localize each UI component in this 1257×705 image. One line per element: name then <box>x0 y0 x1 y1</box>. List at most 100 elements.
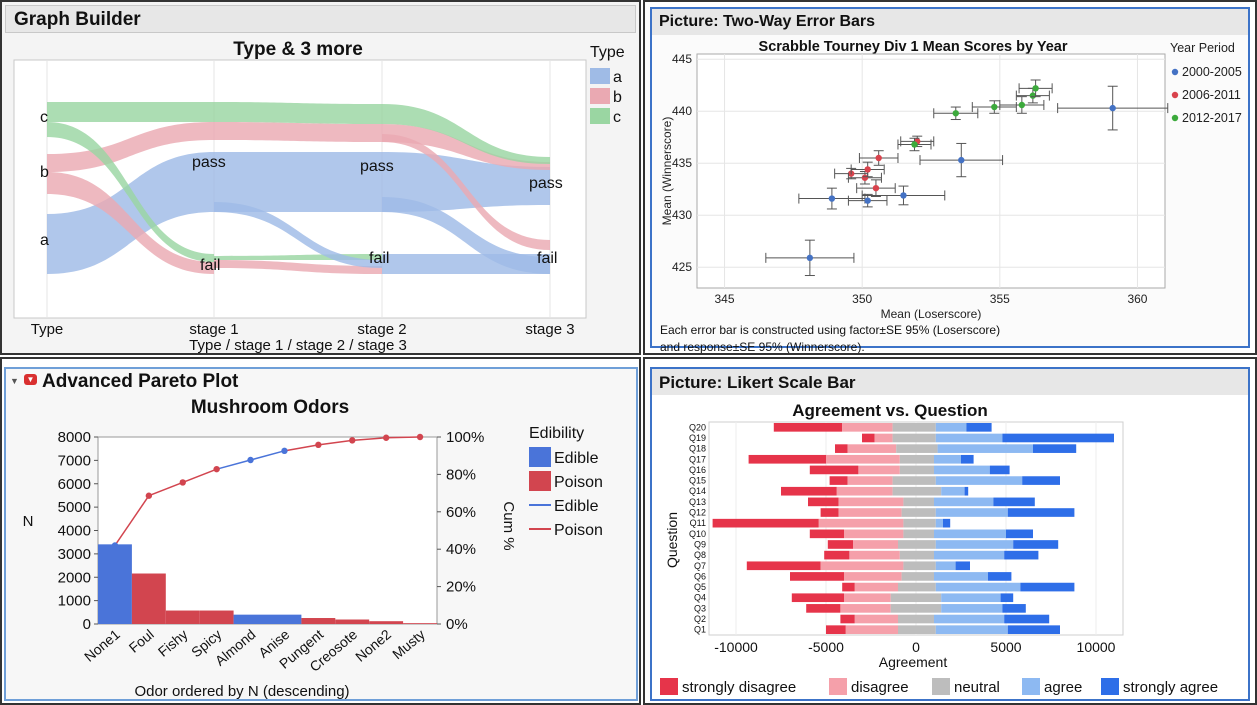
bar-segment-Q7 <box>903 561 936 571</box>
node-label-c: c <box>40 109 48 126</box>
stage-tick-label: stage 1 <box>189 321 238 338</box>
bar-segment-Q13 <box>808 497 839 507</box>
bar-segment-Q5 <box>1020 582 1075 592</box>
bar-segment-Q9 <box>935 540 1014 549</box>
bar-segment-Q12 <box>1007 508 1075 517</box>
bar-segment-Q2 <box>934 614 1005 624</box>
bar-segment-Q10 <box>809 529 844 539</box>
data-point-2012-2017 <box>952 110 959 117</box>
flow-fail-fail-3 <box>382 254 550 274</box>
cum-point-Foul <box>145 492 153 499</box>
bar-segment-Q7 <box>746 561 821 571</box>
cum-point-Almond <box>247 456 254 464</box>
y2-axis-label: Cum % <box>500 501 517 550</box>
bar-segment-Q16 <box>989 465 1010 475</box>
red-menu-icon[interactable]: ▼ <box>24 374 37 385</box>
y-tick-label: 445 <box>672 52 692 66</box>
panel-title: Graph Builder <box>14 9 141 30</box>
legend-label: disagree <box>851 679 909 696</box>
flow-c-pass-pass-3 <box>382 104 550 164</box>
bar-Creosote <box>335 619 370 624</box>
data-point-2000-2005 <box>1109 104 1116 112</box>
y-tick-label: Q20 <box>689 422 706 432</box>
data-point-2012-2017 <box>991 103 998 111</box>
x-tick-label: 350 <box>852 292 872 306</box>
bar-segment-Q12 <box>838 508 902 517</box>
cum-point-None1 <box>111 542 119 549</box>
data-point-2000-2005 <box>958 156 965 164</box>
bar-segment-Q12 <box>935 508 1008 517</box>
legend-label: agree <box>1044 679 1082 696</box>
data-point-2000-2005 <box>900 192 907 199</box>
y2-tick-label: 40% <box>446 541 476 558</box>
bar-segment-Q20 <box>966 423 992 432</box>
bar-segment-Q1 <box>898 625 936 634</box>
bar-segment-Q17 <box>899 454 934 464</box>
y-tick-label: 0 <box>83 616 91 633</box>
bar-segment-Q6 <box>988 572 1012 581</box>
y-tick-label: 7000 <box>58 452 91 469</box>
y-tick-label: 2000 <box>58 569 91 586</box>
bar-segment-Q8 <box>1004 550 1039 560</box>
cum-line-segment <box>148 481 184 497</box>
data-point-2000-2005 <box>864 197 871 204</box>
flow-a-to-pass <box>47 152 214 274</box>
legend-title: Year Period <box>1170 41 1235 55</box>
cum-line-segment <box>318 439 353 446</box>
bar-None2 <box>369 621 404 624</box>
bar-segment-Q8 <box>824 550 850 560</box>
y-tick-label: 440 <box>672 104 692 118</box>
bar-segment-Q12 <box>820 508 839 517</box>
error-bars-panel: Picture: Two-Way Error Bars Scrabble Tou… <box>643 0 1257 355</box>
y-tick-label: Q4 <box>694 593 706 603</box>
y-tick-label: Q2 <box>694 614 706 624</box>
bar-segment-Q13 <box>934 497 994 507</box>
cum-point-Musty <box>416 433 424 441</box>
bar-segment-Q8 <box>849 550 900 560</box>
y-tick-label: Q3 <box>694 603 706 613</box>
graph-builder-header: Graph Builder <box>5 5 636 33</box>
disclosure-triangle-icon[interactable]: ▼ <box>10 376 19 386</box>
graph-builder-panel: Graph Builder Type & 3 more a b c pass pass pa… <box>0 0 641 355</box>
y-tick-label: Q14 <box>689 486 706 496</box>
y2-tick-label: 100% <box>446 429 484 446</box>
node-label-pass: pass <box>360 158 394 175</box>
flow-c-to-pass <box>47 102 214 122</box>
bar-Foul <box>131 573 166 624</box>
bar-segment-Q19 <box>874 433 893 443</box>
chart-title: Mushroom Odors <box>191 397 349 418</box>
pareto-panel: ▼ ▼ Advanced Pareto Plot Mushroom Odors 0… <box>0 357 641 705</box>
y-tick-label: Q10 <box>689 529 706 539</box>
legend-marker-2012-2017 <box>1171 114 1179 122</box>
bar-segment-Q6 <box>790 572 844 581</box>
y-tick-label: 3000 <box>58 546 91 563</box>
data-point-2012-2017 <box>911 141 918 148</box>
x-tick-label: Foul <box>126 626 157 656</box>
data-point-2006-2011 <box>864 166 871 173</box>
legend-label: strongly agree <box>1123 679 1218 696</box>
legend-label-a: a <box>613 69 622 86</box>
bar-segment-Q11 <box>903 518 936 528</box>
legend-title: Edibility <box>529 425 584 442</box>
y2-tick-label: 0% <box>446 616 468 633</box>
flow-c-to-fail <box>47 122 214 262</box>
legend-swatch <box>660 678 678 695</box>
bar-segment-Q14 <box>836 486 893 496</box>
bar-segment-Q20 <box>892 423 936 432</box>
y-tick-label: Q16 <box>689 465 706 475</box>
legend-swatch <box>932 678 950 695</box>
bar-segment-Q18 <box>1033 444 1077 453</box>
flow-b-pass-fail-3 <box>382 134 550 250</box>
bar-segment-Q17 <box>961 454 974 464</box>
data-point-2006-2011 <box>861 174 869 181</box>
x-tick-label: 360 <box>1127 292 1147 306</box>
bar-segment-Q17 <box>826 454 900 464</box>
x-tick-label: Fishy <box>155 626 191 660</box>
bar-segment-Q14 <box>892 486 942 496</box>
node-label-fail: fail <box>200 257 220 274</box>
likert-panel: Picture: Likert Scale Bar Agreement vs. … <box>643 357 1257 705</box>
flow-b-pass-pass <box>214 122 382 142</box>
x-axis-label: Odor ordered by N (descending) <box>134 683 349 700</box>
y-tick-label: 1000 <box>58 593 91 610</box>
bar-segment-Q15 <box>1022 476 1060 485</box>
